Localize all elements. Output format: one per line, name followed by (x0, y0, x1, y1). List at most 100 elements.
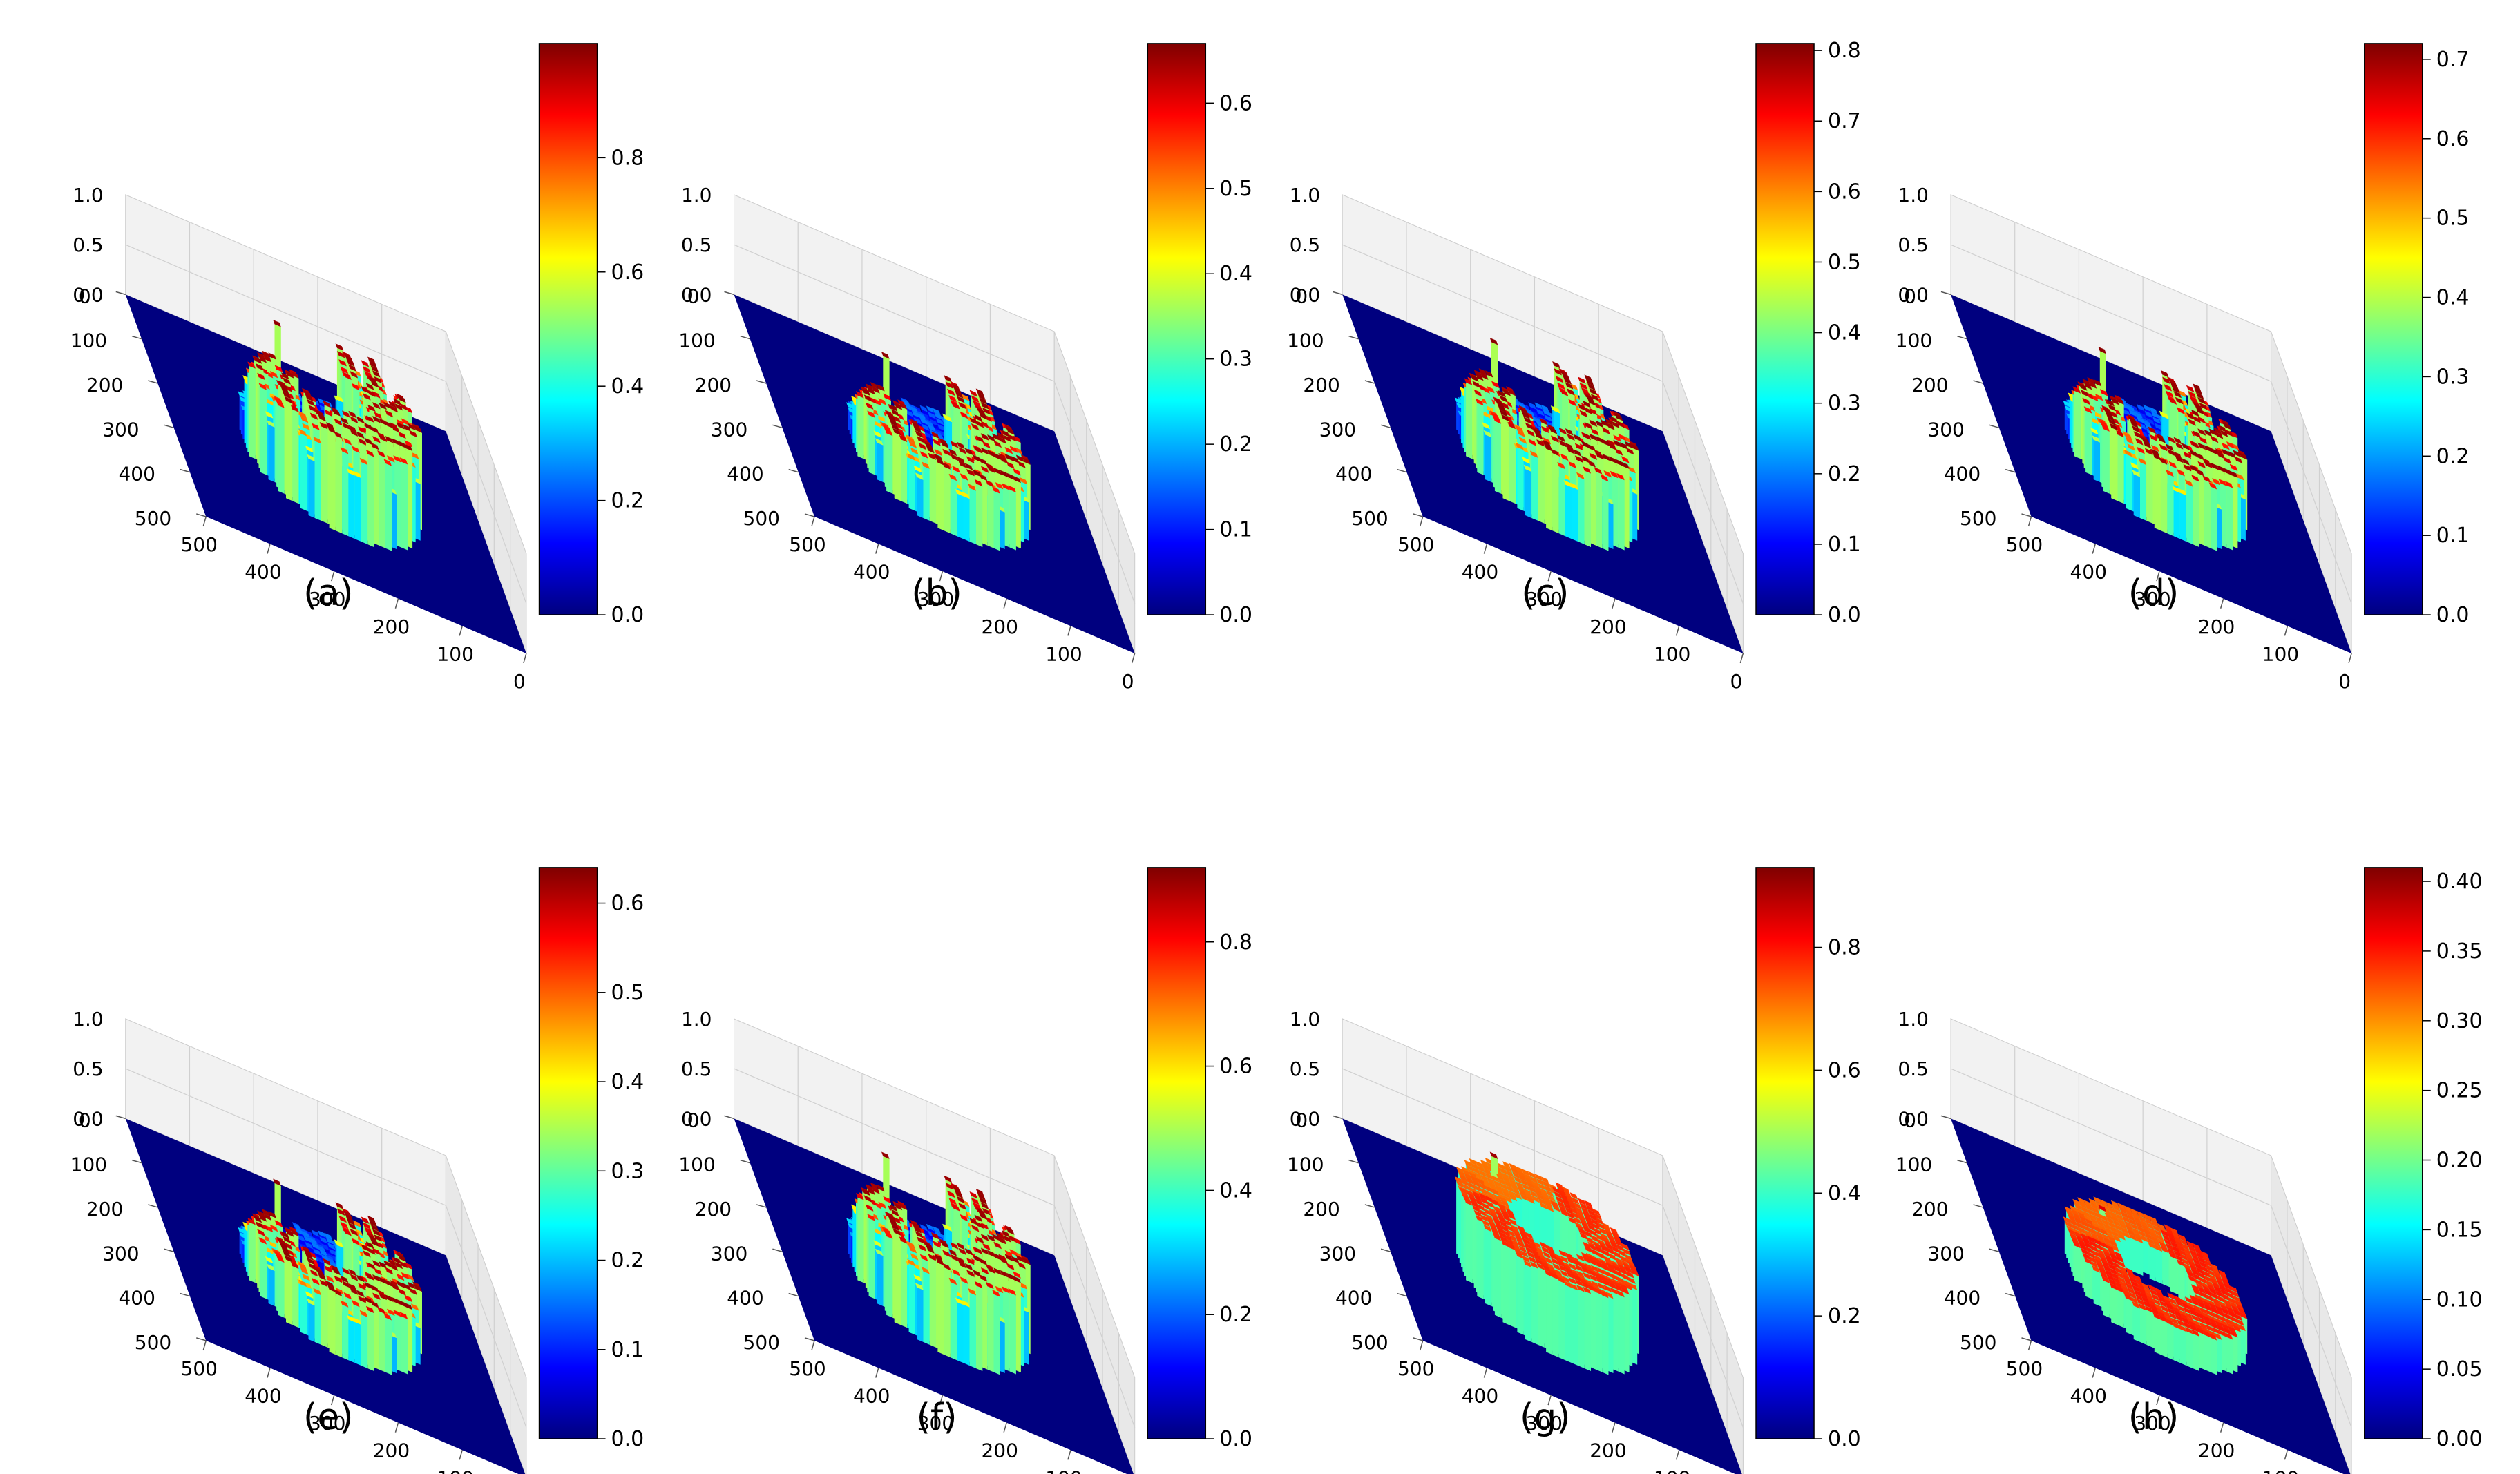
x-tick (2092, 544, 2096, 554)
surface-facet (1008, 434, 1016, 441)
surface-facet (961, 394, 970, 401)
surface-facet (960, 411, 968, 419)
surface-wall (292, 409, 299, 504)
surface-facet (1560, 453, 1569, 461)
surface-facet (969, 390, 978, 397)
surface-facet (1485, 370, 1493, 378)
surface-facet (1630, 443, 1639, 451)
x-tick-label: 400 (1462, 561, 1498, 584)
surface-facet (1534, 432, 1543, 440)
surface-facet (370, 381, 379, 388)
surface-facet (1574, 455, 1583, 463)
surface-facet (1590, 428, 1599, 436)
surface-facet (964, 448, 973, 455)
surface-facet (1616, 421, 1625, 428)
surface-facet (1579, 410, 1588, 418)
surface-facet (952, 466, 960, 473)
y-tick (804, 513, 815, 517)
surface-facet (1589, 419, 1598, 427)
surface-wall (286, 1259, 293, 1325)
surface-wall (308, 459, 315, 518)
y-tick-label: 500 (743, 507, 780, 530)
surface-facet (1600, 419, 1609, 427)
surface-facet (980, 447, 989, 455)
surface-facet (393, 398, 401, 405)
surface-facet (247, 361, 256, 369)
surface-wall (390, 491, 397, 549)
surface-facet (2193, 383, 2201, 391)
surface-facet (2079, 383, 2088, 391)
surface-facet (1562, 373, 1570, 381)
surface-facet (1001, 430, 1010, 437)
surface-facet (2204, 445, 2213, 452)
surface-facet (2132, 425, 2140, 433)
surface-facet (998, 452, 1006, 461)
surface-facet (1594, 467, 1603, 475)
surface-facet (1006, 472, 1015, 480)
surface-facet (283, 377, 291, 385)
surface-facet (2162, 376, 2170, 384)
surface-facet (1614, 448, 1623, 456)
surface-wall (2117, 434, 2124, 504)
surface-facet (1574, 443, 1583, 450)
x-tick (2284, 626, 2289, 636)
surface-facet (372, 416, 381, 423)
surface-facet (265, 411, 274, 419)
surface-facet (934, 454, 943, 461)
surface-facet (971, 423, 980, 431)
surface-facet (2083, 382, 2092, 390)
surface-wall (1517, 447, 1524, 511)
surface-wall (2146, 452, 2153, 524)
surface-facet (2157, 436, 2166, 443)
surface-facet (348, 425, 356, 432)
surface-facet (2094, 394, 2103, 401)
surface-facet (1569, 482, 1578, 490)
surface-wall (348, 1319, 355, 1363)
surface-facet (353, 470, 361, 479)
surface-facet (1578, 376, 1586, 384)
x-tick-label: 300 (1525, 588, 1562, 611)
surface-wall (414, 481, 421, 541)
colorbar-tick-label: 0.3 (1219, 347, 1252, 372)
surface-wall (335, 1293, 343, 1358)
surface-facet (2127, 443, 2135, 451)
surface-facet (1517, 430, 1525, 437)
y-tick (1348, 335, 1359, 340)
surface-facet (891, 423, 899, 431)
y-tick-label: 0 (1904, 285, 1916, 307)
surface-facet (1525, 422, 1534, 430)
surface-facet (1529, 450, 1538, 458)
surface-facet (1589, 387, 1598, 396)
surface-facet (982, 407, 991, 415)
surface-facet (1587, 399, 1596, 406)
surface-facet (1004, 447, 1013, 454)
surface-facet (957, 441, 965, 450)
surface-wall (2140, 462, 2147, 521)
y-tick (740, 335, 750, 340)
surface-facet (937, 423, 946, 432)
surface-wall (2204, 479, 2211, 548)
surface-facet (1595, 420, 1604, 428)
surface-facet (2150, 411, 2159, 419)
surface-facet (883, 425, 892, 432)
colorbar-tick-label: 0.6 (2436, 127, 2470, 151)
surface-facet (1002, 483, 1010, 490)
surface-wall (877, 442, 884, 482)
y-tick (131, 335, 142, 340)
z-tick-label: 0.5 (681, 233, 712, 256)
surface-facet (1602, 453, 1610, 461)
surface-wall (1596, 471, 1603, 548)
surface-facet (2123, 432, 2132, 440)
surface-facet (305, 445, 314, 453)
surface-facet (2193, 430, 2201, 438)
colorbar-tick-label: 0.5 (1828, 250, 1861, 274)
grid-line (1950, 244, 2352, 604)
surface-facet (365, 383, 374, 390)
y-tick (115, 1115, 126, 1120)
panel-d: 0.00.51.00100200300400500010020030040050… (1896, 43, 2470, 693)
surface-facet (1605, 418, 1614, 426)
surface-facet (1558, 440, 1567, 448)
surface-facet (955, 489, 964, 497)
surface-facet (1614, 413, 1623, 421)
surface-facet (933, 408, 941, 416)
